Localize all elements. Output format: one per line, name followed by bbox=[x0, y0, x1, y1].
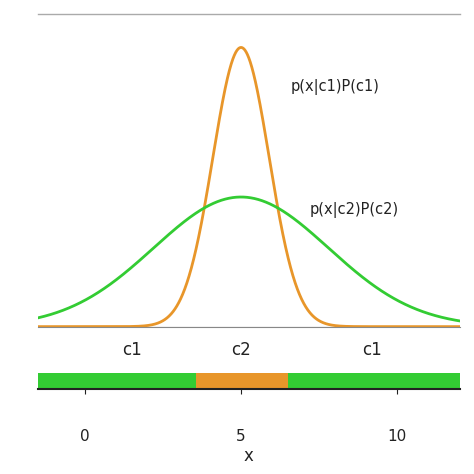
Text: c1: c1 bbox=[122, 341, 142, 359]
Text: c2: c2 bbox=[231, 341, 251, 359]
X-axis label: x: x bbox=[244, 447, 254, 465]
Text: c1: c1 bbox=[363, 341, 382, 359]
Text: p(x|c1)P(c1): p(x|c1)P(c1) bbox=[291, 79, 380, 95]
Text: p(x|c2)P(c2): p(x|c2)P(c2) bbox=[310, 202, 399, 219]
